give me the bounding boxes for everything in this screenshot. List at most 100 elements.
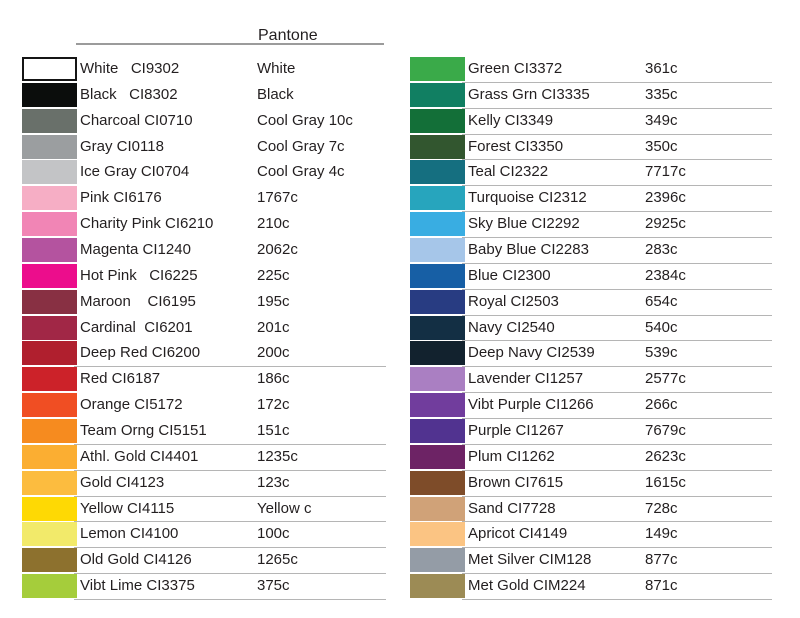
- pantone-value: 654c: [645, 292, 678, 310]
- pantone-value: 2062c: [257, 241, 298, 259]
- color-swatch: [410, 367, 465, 392]
- color-swatch: [22, 186, 77, 211]
- pantone-value: 1265c: [257, 551, 298, 569]
- pantone-value: 2623c: [645, 447, 686, 465]
- color-row: Brown CI7615 1615c: [410, 470, 772, 497]
- color-row: Lavender CI1257 2577c: [410, 367, 772, 394]
- color-row: Kelly CI3349 349c: [410, 108, 772, 135]
- color-swatch: [410, 496, 465, 521]
- color-swatch: [410, 522, 465, 547]
- pantone-value: 266c: [645, 396, 678, 414]
- color-name-code: Deep Navy CI2539: [468, 344, 595, 362]
- color-row: Vibt Purple CI1266 266c: [410, 393, 772, 419]
- pantone-value: 349c: [645, 111, 678, 129]
- color-name-code: Turquoise CI2312: [468, 189, 587, 207]
- color-swatch: [410, 57, 465, 81]
- color-swatch: [22, 496, 77, 521]
- color-name-code: Met Silver CIM128: [468, 551, 592, 569]
- color-row: Baby Blue CI2283 283c: [410, 238, 772, 264]
- color-row: Yellow CI4115 Yellow c: [22, 496, 386, 523]
- pantone-value: Cool Gray 10c: [257, 111, 353, 129]
- color-row: Deep Navy CI2539 539c: [410, 341, 772, 368]
- color-name-code: Plum CI1262: [468, 447, 555, 465]
- color-table-left: White CI9302 White Black CI8302 Black Ch…: [22, 57, 386, 600]
- color-row: Navy CI2540 540c: [410, 315, 772, 342]
- color-row: Gray CI0118 Cool Gray 7c: [22, 134, 386, 161]
- color-swatch: [22, 57, 77, 81]
- color-row: Lemon CI4100 100c: [22, 522, 386, 549]
- color-swatch: [410, 419, 465, 444]
- pantone-value: 539c: [645, 344, 678, 362]
- pantone-value: 2396c: [645, 189, 686, 207]
- color-swatch: [22, 212, 77, 237]
- color-swatch: [22, 574, 77, 599]
- color-name-code: Blue CI2300: [468, 266, 551, 284]
- color-row: White CI9302 White: [22, 57, 386, 83]
- color-swatch: [410, 289, 465, 314]
- color-row: Hot Pink CI6225 225c: [22, 263, 386, 290]
- color-row: Grass Grn CI3335 335c: [410, 82, 772, 109]
- color-row: Green CI3372 361c: [410, 57, 772, 83]
- color-name-code: Maroon CI6195: [80, 292, 196, 310]
- color-row: Team Orng CI5151 151c: [22, 419, 386, 445]
- color-name-code: Brown CI7615: [468, 473, 564, 491]
- color-name-code: Deep Red CI6200: [80, 344, 201, 362]
- color-row: Teal CI2322 7717c: [410, 160, 772, 187]
- color-swatch: [410, 160, 465, 185]
- pantone-value: 7679c: [645, 422, 686, 440]
- color-swatch: [410, 341, 465, 366]
- color-swatch: [22, 470, 77, 495]
- pantone-value: 172c: [257, 396, 290, 414]
- color-swatch: [22, 444, 77, 469]
- color-name-code: Lavender CI1257: [468, 370, 584, 388]
- color-swatch: [410, 212, 465, 237]
- pantone-value: 195c: [257, 292, 290, 310]
- color-row: Apricot CI4149 149c: [410, 522, 772, 549]
- color-swatch: [22, 367, 77, 392]
- color-row: Black CI8302 Black: [22, 82, 386, 109]
- pantone-value: White: [257, 60, 296, 77]
- color-name-code: Athl. Gold CI4401: [80, 447, 199, 465]
- color-row: Forest CI3350 350c: [410, 134, 772, 161]
- pantone-value: 728c: [645, 499, 678, 517]
- pantone-value: 2925c: [645, 215, 686, 233]
- color-name-code: Gold CI4123: [80, 473, 165, 491]
- pantone-value: 200c: [257, 344, 290, 362]
- pantone-value: 100c: [257, 525, 290, 543]
- color-row: Met Gold CIM224 871c: [410, 574, 772, 600]
- color-name-code: Grass Grn CI3335: [468, 85, 590, 103]
- color-name-code: Ice Gray CI0704: [80, 163, 190, 181]
- color-swatch: [22, 315, 77, 340]
- color-name-code: Black CI8302: [80, 85, 178, 103]
- color-name-code: Magenta CI1240: [80, 241, 191, 259]
- pantone-value: 225c: [257, 266, 290, 284]
- pantone-value: 186c: [257, 370, 290, 388]
- color-swatch: [22, 341, 77, 366]
- color-row: Turquoise CI2312 2396c: [410, 186, 772, 213]
- pantone-value: 1615c: [645, 473, 686, 491]
- pantone-value: 1235c: [257, 447, 298, 465]
- color-row: Vibt Lime CI3375 375c: [22, 574, 386, 600]
- pantone-value: 871c: [645, 577, 678, 595]
- color-name-code: Pink CI6176: [80, 189, 162, 207]
- color-name-code: Vibt Lime CI3375: [80, 577, 195, 595]
- color-swatch: [22, 82, 77, 107]
- pantone-value: 2577c: [645, 370, 686, 388]
- color-swatch: [22, 419, 77, 444]
- color-name-code: Old Gold CI4126: [80, 551, 192, 569]
- color-name-code: Orange CI5172: [80, 396, 183, 414]
- color-name-code: Forest CI3350: [468, 137, 564, 155]
- color-row: Cardinal CI6201 201c: [22, 315, 386, 342]
- color-swatch: [22, 108, 77, 133]
- pantone-value: 877c: [645, 551, 678, 569]
- pantone-value: 375c: [257, 577, 290, 595]
- color-row: Red CI6187 186c: [22, 367, 386, 393]
- pantone-value: 335c: [645, 85, 678, 103]
- color-name-code: Red CI6187: [80, 370, 161, 388]
- color-swatch: [410, 186, 465, 211]
- pantone-value: 283c: [645, 241, 678, 259]
- pantone-value: 350c: [645, 137, 678, 155]
- color-row: Royal CI2503 654c: [410, 289, 772, 316]
- color-row: Purple CI1267 7679c: [410, 419, 772, 445]
- pantone-value: 210c: [257, 215, 290, 233]
